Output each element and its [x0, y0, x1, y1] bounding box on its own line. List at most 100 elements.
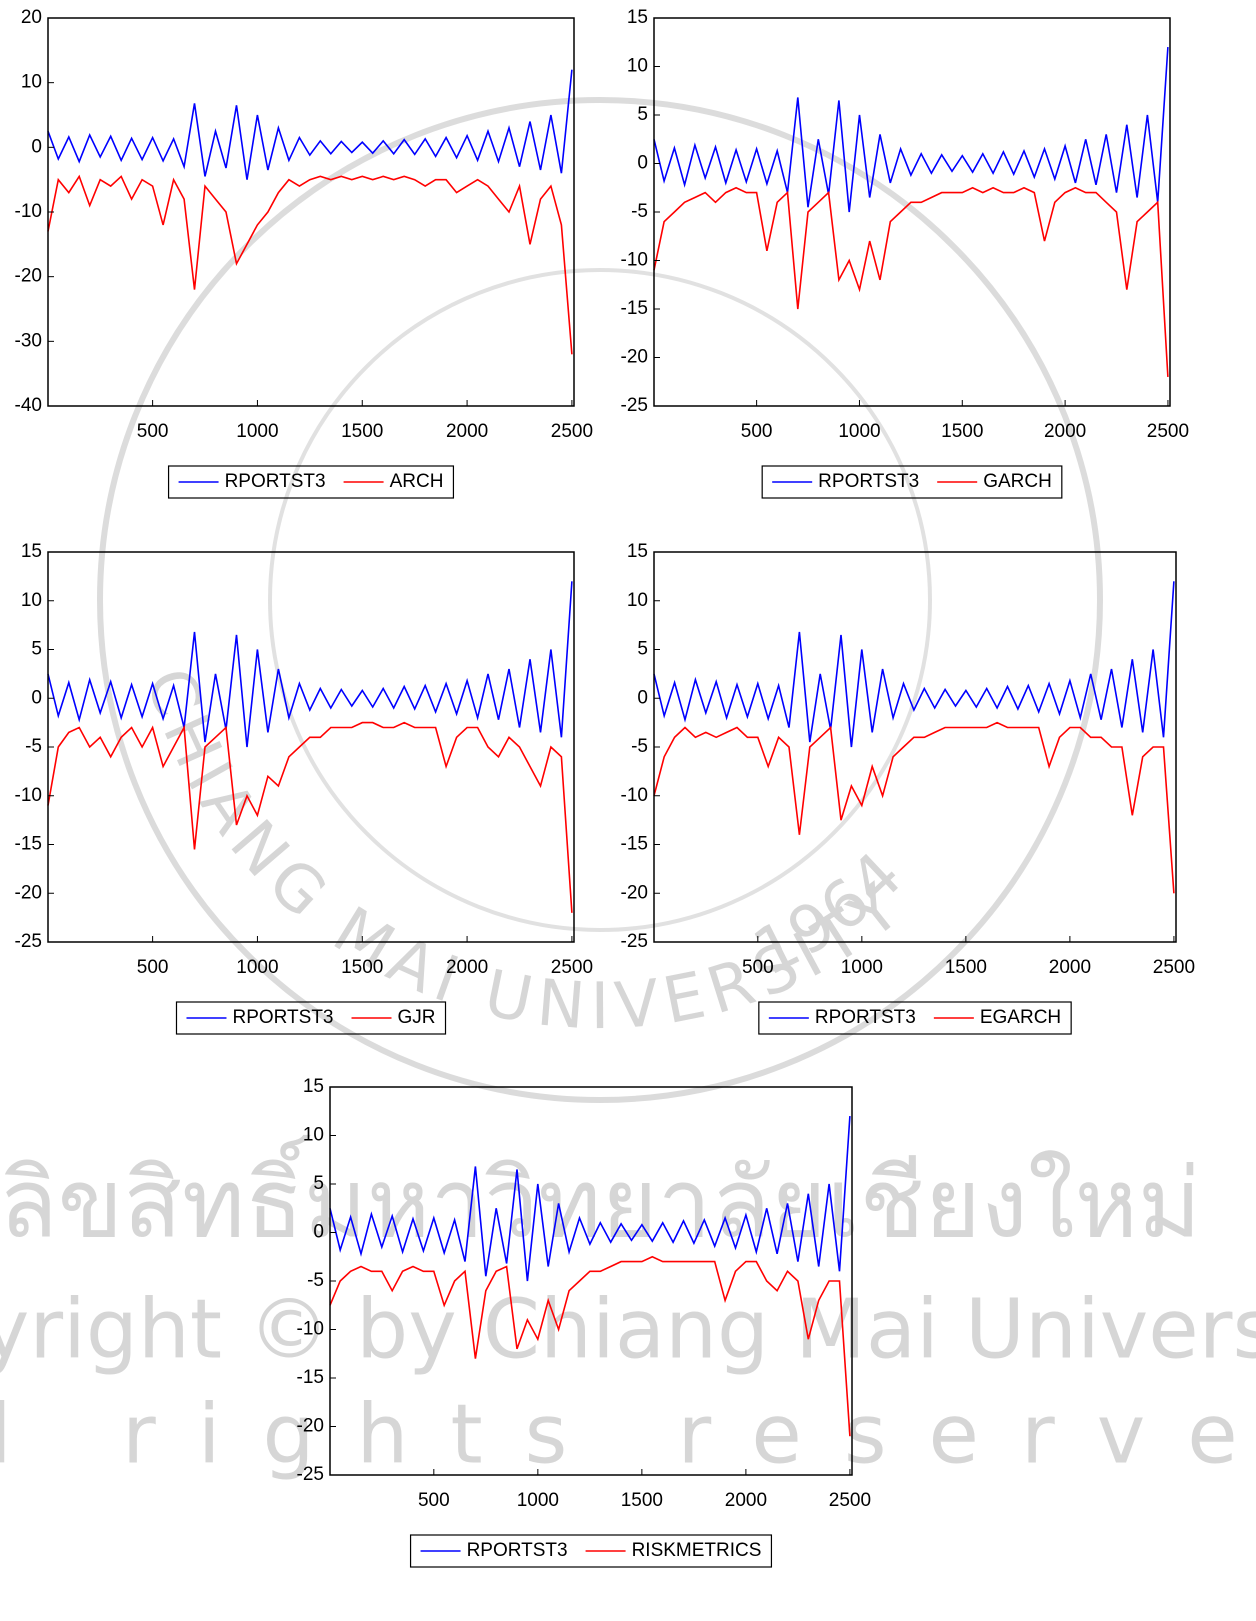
x-tick-label: 2000 [1044, 421, 1086, 442]
legend: RPORTST3 EGARCH [758, 1001, 1072, 1035]
y-tick-label: -10 [621, 250, 648, 271]
y-tick-label: -15 [15, 834, 42, 855]
x-tick-label: 500 [137, 957, 169, 978]
x-tick-label: 1000 [236, 421, 278, 442]
chart-panel: -25 -20 -15 -10 -5 0 5 10 15 500 1000 1500 2000 2500 R… [15, 541, 593, 1035]
y-tick-label: 0 [637, 687, 648, 708]
x-tick-label: 2000 [446, 421, 488, 442]
y-tick-label: -15 [297, 1367, 324, 1388]
y-tick-label: 15 [627, 7, 648, 28]
legend-label: RISKMETRICS [632, 1540, 762, 1561]
y-tick-label: -15 [621, 298, 648, 319]
y-tick-label: 15 [627, 541, 648, 562]
legend-label: RPORTST3 [815, 1007, 916, 1028]
series-line [47, 174, 573, 355]
x-tick-label: 1500 [341, 957, 383, 978]
x-tick-label: 2500 [829, 1490, 871, 1511]
y-tick-label: 15 [303, 1076, 324, 1097]
x-tick-label: 500 [742, 957, 774, 978]
legend-label: ARCH [390, 471, 444, 492]
series-line [653, 721, 1175, 894]
x-tick-label: 1000 [838, 421, 880, 442]
x-tick-label: 1500 [621, 1490, 663, 1511]
legend-frame [409, 1534, 773, 1568]
series-line [47, 69, 573, 180]
y-tick-label: -5 [25, 736, 42, 757]
x-tick-label: 2500 [551, 421, 593, 442]
y-tick-label: -20 [621, 882, 648, 903]
x-tick-label: 1500 [341, 421, 383, 442]
x-tick-label: 1000 [236, 957, 278, 978]
legend-frame [761, 465, 1063, 499]
series-line [653, 186, 1169, 377]
legend-label: EGARCH [980, 1007, 1061, 1028]
legend-label: GJR [398, 1007, 436, 1028]
y-tick-label: -10 [15, 785, 42, 806]
y-tick-label: 15 [21, 541, 42, 562]
y-tick-label: -25 [15, 931, 42, 952]
x-tick-label: 2500 [1153, 957, 1195, 978]
chart-panel: -25 -20 -15 -10 -5 0 5 10 15 500 1000 1500 2000 2500 R… [297, 1076, 871, 1568]
y-tick-label: 5 [637, 639, 648, 660]
legend-label: RPORTST3 [818, 471, 919, 492]
y-tick-label: -25 [297, 1464, 324, 1485]
legend: RPORTST3 GARCH [761, 465, 1063, 499]
y-tick-label: 5 [637, 104, 648, 125]
y-tick-label: -5 [631, 736, 648, 757]
chart-panel: -25 -20 -15 -10 -5 0 5 10 15 500 1000 1500 2000 2500 R… [621, 7, 1189, 499]
y-tick-label: 10 [627, 590, 648, 611]
seal-ring [268, 268, 932, 932]
y-tick-label: -5 [631, 201, 648, 222]
series-line [329, 1255, 851, 1437]
x-tick-label: 2500 [551, 957, 593, 978]
legend-frame [758, 1001, 1072, 1035]
legend: RPORTST3 ARCH [167, 465, 455, 499]
legend-frame [167, 465, 455, 499]
y-tick-label: 0 [637, 153, 648, 174]
series-line [329, 1116, 851, 1282]
x-tick-label: 1000 [841, 957, 883, 978]
watermark-rights: All rights reserved [0, 1387, 1256, 1482]
y-tick-label: 10 [627, 56, 648, 77]
legend-label: RPORTST3 [232, 1007, 333, 1028]
y-tick-label: -15 [621, 834, 648, 855]
x-tick-label: 2000 [1049, 957, 1091, 978]
y-tick-label: -25 [621, 395, 648, 416]
series-line [47, 721, 573, 913]
x-tick-label: 500 [741, 421, 773, 442]
y-tick-label: -30 [15, 330, 42, 351]
legend: RPORTST3 GJR [175, 1001, 447, 1035]
x-tick-label: 1000 [517, 1490, 559, 1511]
x-tick-label: 2500 [1147, 421, 1189, 442]
legend-label: RPORTST3 [225, 471, 326, 492]
legend-label: GARCH [983, 471, 1052, 492]
y-tick-label: -20 [15, 266, 42, 287]
series-line [653, 47, 1169, 213]
y-tick-label: -10 [15, 201, 42, 222]
seal-ring [97, 97, 1103, 1103]
x-tick-label: 1500 [945, 957, 987, 978]
x-tick-label: 2000 [446, 957, 488, 978]
plot-frame [47, 17, 575, 407]
x-tick-label: 1500 [941, 421, 983, 442]
y-tick-label: -20 [15, 882, 42, 903]
x-tick-label: 2000 [725, 1490, 767, 1511]
chart-panel: -40 -30 -20 -10 0 10 20 500 1000 1500 2000 2500 RPOR… [15, 7, 593, 499]
y-tick-label: -20 [621, 347, 648, 368]
legend-label: RPORTST3 [467, 1540, 568, 1561]
chart-panel: -25 -20 -15 -10 -5 0 5 10 15 500 1000 1500 2000 2500 R… [621, 541, 1195, 1035]
y-tick-label: 10 [303, 1125, 324, 1146]
y-tick-label: 0 [31, 136, 42, 157]
y-tick-label: -40 [15, 395, 42, 416]
y-tick-label: 10 [21, 72, 42, 93]
x-tick-label: 500 [418, 1490, 450, 1511]
y-tick-label: -25 [621, 931, 648, 952]
y-tick-label: -20 [297, 1416, 324, 1437]
y-tick-label: 0 [313, 1222, 324, 1243]
legend-frame [175, 1001, 447, 1035]
y-tick-label: 20 [21, 7, 42, 28]
watermark-thai: ลิขสิทธิ์มหาวิทยาลัยเชียงใหม่ [0, 1134, 1201, 1259]
y-tick-label: -10 [297, 1319, 324, 1340]
series-line [653, 581, 1175, 748]
